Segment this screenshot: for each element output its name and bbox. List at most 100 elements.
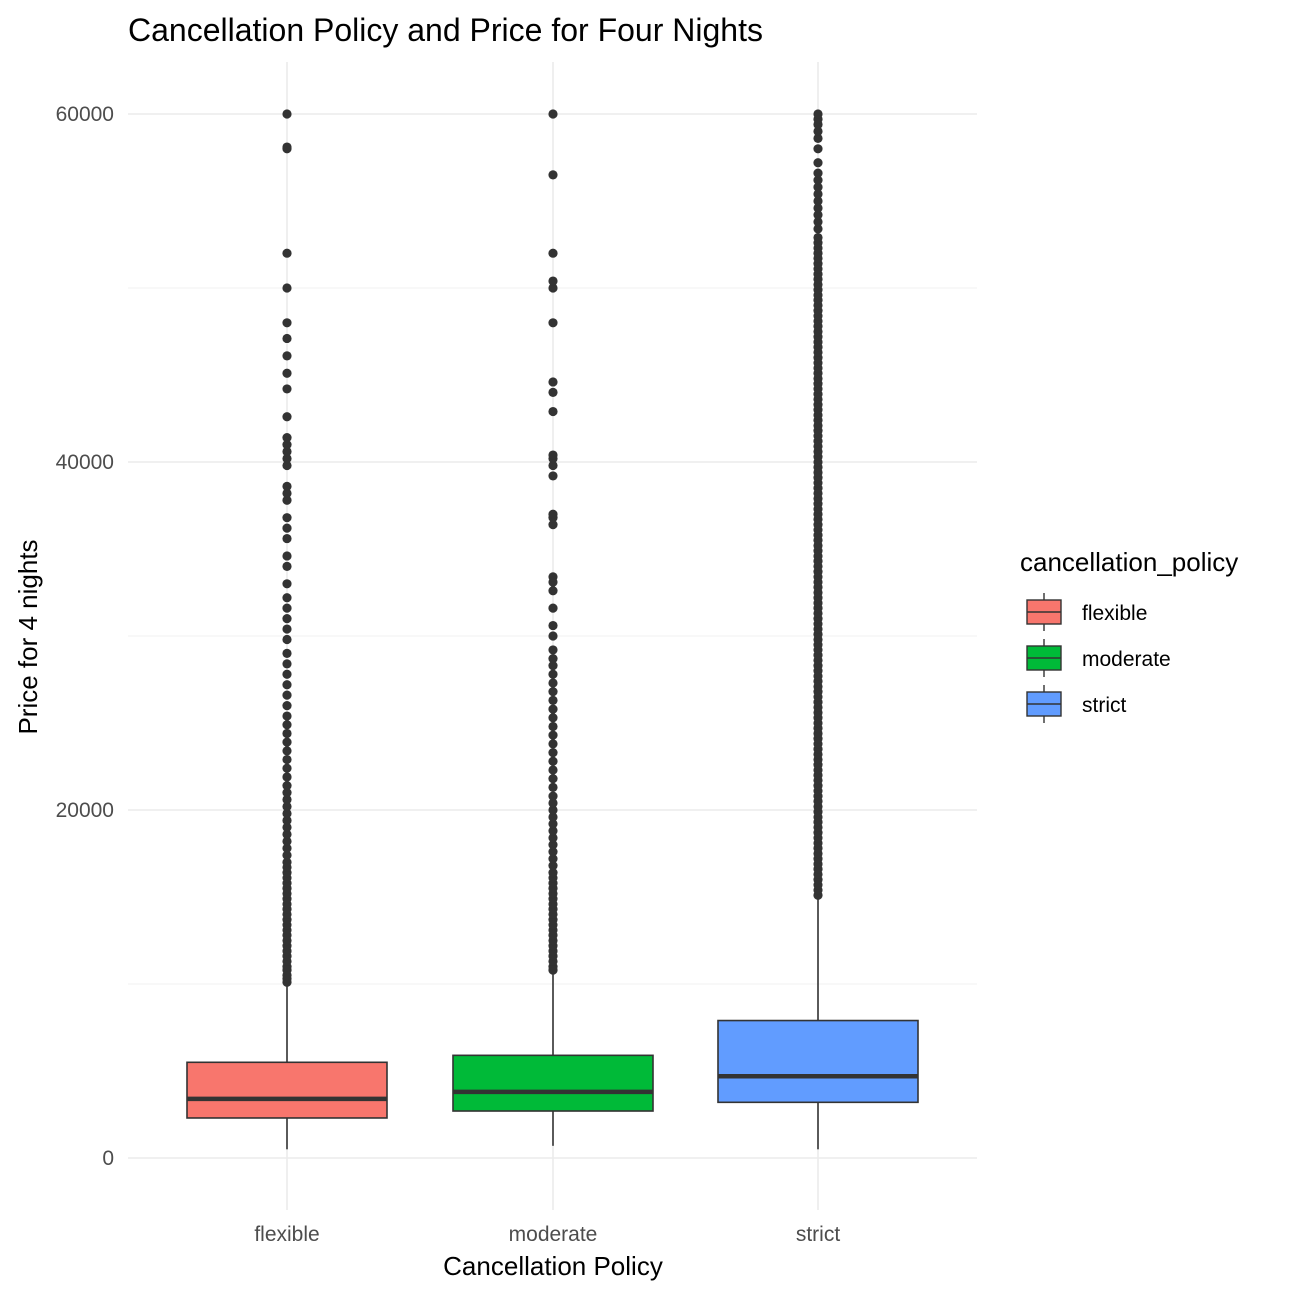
outlier-point [548, 687, 558, 697]
legend-item-strict: strict [1026, 685, 1126, 723]
outlier-point [813, 232, 823, 243]
outlier-point [282, 701, 292, 711]
x-tick-label: moderate [509, 1223, 598, 1246]
outlier-point [282, 711, 292, 721]
outlier-point [548, 450, 558, 460]
y-axis-ticks: 0 20000 40000 60000 [56, 103, 114, 1170]
y-tick-label: 20000 [56, 799, 114, 822]
outlier-point [548, 805, 558, 815]
outlier-point [282, 593, 292, 603]
outlier-point [548, 840, 558, 850]
outlier-point [282, 614, 292, 624]
outlier-point [813, 210, 823, 220]
outlier-point [548, 695, 558, 705]
outlier-point [548, 782, 558, 792]
outlier-point [282, 318, 292, 328]
outlier-point [548, 387, 558, 397]
x-tick-label: strict [796, 1223, 840, 1246]
outlier-point [813, 196, 823, 206]
iqr-box [452, 1054, 654, 1112]
outlier-point [282, 351, 292, 361]
outlier-point [548, 620, 558, 631]
outlier-point [548, 756, 558, 766]
outlier-point [813, 158, 823, 168]
outlier-point [282, 513, 292, 523]
outlier-point [282, 648, 292, 659]
outlier-point [548, 471, 558, 481]
outlier-point [282, 603, 292, 613]
outlier-point [282, 579, 292, 589]
x-axis-ticks: flexible moderate strict [254, 1223, 840, 1246]
outlier-point [282, 815, 292, 826]
outlier-point [548, 678, 558, 688]
legend-item-flexible: flexible [1026, 593, 1147, 631]
outlier-point [282, 794, 292, 805]
outlier-point [282, 829, 292, 839]
y-tick-label: 40000 [56, 451, 114, 474]
box-strict [717, 109, 919, 1150]
outlier-point [813, 182, 823, 192]
outlier-point [282, 109, 292, 119]
legend-key-flexible [1026, 593, 1062, 631]
outlier-point [548, 713, 558, 723]
iqr-box [717, 1019, 919, 1104]
outlier-point [282, 720, 292, 730]
outlier-point [813, 133, 823, 143]
outlier-point [548, 109, 558, 119]
legend: cancellation_policy flexible moderate stri… [1020, 547, 1238, 723]
outlier-point [813, 144, 823, 154]
outlier-point [282, 384, 292, 394]
outlier-point [282, 801, 292, 812]
outlier-point [282, 669, 292, 679]
outlier-point [548, 765, 558, 775]
outlier-point [282, 754, 292, 765]
outlier-point [548, 854, 558, 864]
outlier-point [282, 368, 292, 378]
outlier-point [282, 460, 292, 471]
outlier-point [548, 812, 558, 822]
outlier-point [282, 446, 292, 457]
outlier-point [282, 680, 292, 690]
outlier-point [282, 551, 292, 561]
outlier-point [282, 248, 292, 258]
boxes-layer [186, 109, 919, 1150]
outlier-point [548, 645, 558, 655]
outlier-point [282, 453, 292, 464]
outlier-point [282, 433, 292, 443]
chart-title: Cancellation Policy and Price for Four N… [128, 12, 763, 48]
legend-key-moderate [1026, 639, 1062, 677]
x-axis-title: Cancellation Policy [443, 1251, 663, 1281]
outlier-point [548, 276, 558, 286]
outlier-point [548, 774, 558, 784]
box-moderate [452, 109, 654, 1146]
legend-title: cancellation_policy [1020, 547, 1238, 577]
outlier-point [548, 861, 558, 871]
outlier-point [813, 126, 823, 136]
outlier-point [282, 488, 292, 498]
outlier-point [548, 248, 558, 258]
outlier-point [813, 109, 823, 119]
outlier-point [282, 561, 292, 572]
box-flexible [186, 109, 388, 1150]
outlier-point [548, 669, 558, 679]
y-tick-label: 0 [102, 1147, 114, 1170]
legend-label: moderate [1082, 648, 1171, 671]
outlier-point [282, 850, 292, 860]
legend-label: strict [1082, 694, 1126, 717]
outlier-point [548, 704, 558, 714]
y-tick-label: 60000 [56, 103, 114, 126]
outlier-point [282, 142, 292, 152]
outlier-point [282, 772, 292, 782]
y-axis-title: Price for 4 nights [13, 539, 43, 734]
outlier-point [548, 318, 558, 328]
outlier-point [813, 175, 823, 185]
outlier-point [548, 509, 558, 519]
outlier-point [282, 728, 292, 739]
outlier-point [813, 224, 823, 234]
iqr-box [186, 1061, 388, 1119]
outlier-point [548, 377, 558, 387]
outlier-point [548, 603, 558, 613]
outlier-point [282, 333, 292, 344]
legend-item-moderate: moderate [1026, 639, 1171, 677]
